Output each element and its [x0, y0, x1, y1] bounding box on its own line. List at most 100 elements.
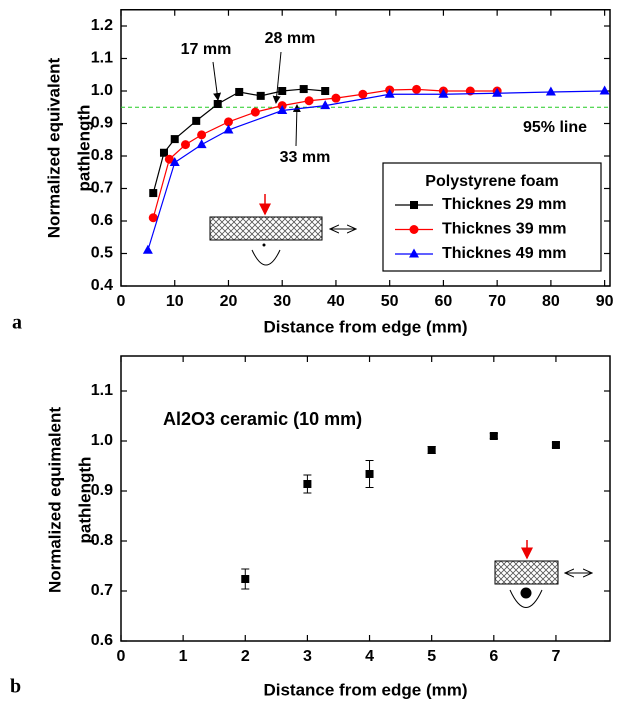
data-point — [438, 88, 449, 98]
x-tick-label: 10 — [166, 293, 184, 310]
data-point — [169, 157, 180, 166]
data-point — [321, 87, 330, 95]
x-tick-label: 70 — [488, 293, 506, 310]
y-axis-title: pathlength — [75, 457, 94, 544]
y-axis-title: Normalized equivalent — [44, 57, 63, 238]
data-point — [170, 135, 179, 144]
y-axis-title: Normalized equimalent — [45, 407, 64, 593]
x-axis-title: Distance from edge (mm) — [263, 317, 467, 336]
data-point — [250, 107, 260, 117]
x-tick-label: 80 — [542, 293, 560, 310]
data-point — [278, 87, 287, 95]
data-point — [223, 124, 234, 134]
data-point — [148, 213, 158, 223]
y-tick-label: 0.9 — [91, 115, 113, 132]
data-point — [159, 148, 168, 157]
x-tick-label: 5 — [427, 648, 436, 665]
data-point — [358, 89, 368, 99]
y-tick-label: 1.1 — [91, 382, 113, 399]
data-point — [427, 446, 436, 454]
annotation: 95% line — [523, 119, 587, 136]
annotation: 33 mm — [280, 149, 331, 166]
panel-label: a — [12, 312, 22, 334]
data-point — [599, 85, 610, 95]
plot-frame — [120, 9, 611, 287]
legend-marker — [409, 248, 419, 258]
data-point — [412, 84, 422, 94]
y-tick-label: 1.0 — [91, 82, 113, 99]
y-tick-label: 0.7 — [91, 180, 113, 197]
y-tick-label: 0.9 — [91, 482, 113, 499]
y-tick-label: 0.7 — [91, 582, 113, 599]
data-point — [241, 575, 250, 583]
data-point — [320, 100, 331, 110]
data-point — [365, 470, 374, 478]
y-tick-label: 0.5 — [91, 245, 113, 262]
data-point — [331, 93, 341, 103]
data-point — [235, 87, 244, 96]
legend-label: Thicknes 29 mm — [442, 196, 567, 213]
panel-label: b — [10, 676, 21, 698]
legend-title: Polystyrene foam — [425, 173, 558, 190]
annotation-arrow — [212, 61, 222, 101]
data-point — [492, 87, 503, 97]
x-tick-label: 6 — [489, 648, 498, 665]
annotation: 28 mm — [265, 30, 316, 47]
x-tick-label: 1 — [179, 648, 188, 665]
data-point — [304, 96, 314, 106]
x-tick-label: 4 — [365, 648, 374, 665]
x-tick-label: 0 — [117, 648, 126, 665]
data-point — [551, 441, 560, 449]
x-tick-label: 90 — [596, 293, 614, 310]
x-tick-label: 3 — [303, 648, 312, 665]
annotation: Al2O3 ceramic (10 mm) — [163, 409, 362, 429]
data-point — [164, 154, 174, 164]
legend-label: Thicknes 39 mm — [442, 221, 567, 238]
y-tick-label: 0.8 — [91, 532, 113, 549]
data-point — [197, 130, 207, 140]
data-point — [192, 116, 201, 125]
y-tick-label: 0.6 — [91, 632, 113, 649]
series-line — [152, 88, 326, 194]
y-tick-label: 0.4 — [91, 277, 113, 294]
x-tick-label: 60 — [435, 293, 453, 310]
y-tick-label: 0.6 — [91, 212, 113, 229]
x-axis-title: Distance from edge (mm) — [263, 680, 467, 699]
y-tick-label: 1.1 — [91, 50, 113, 67]
data-point — [489, 432, 498, 440]
plot-frame — [120, 355, 611, 642]
annotation: 17 mm — [181, 41, 232, 58]
data-point — [384, 88, 395, 98]
legend-box — [382, 162, 602, 272]
x-tick-label: 50 — [381, 293, 399, 310]
data-point — [149, 189, 158, 198]
data-point — [277, 105, 288, 114]
x-tick-label: 7 — [551, 648, 560, 665]
data-point — [196, 139, 207, 149]
y-tick-label: 0.8 — [91, 147, 113, 164]
data-point — [545, 86, 556, 96]
annotation-arrow — [272, 51, 282, 104]
data-point — [213, 100, 222, 108]
legend-marker — [409, 225, 419, 234]
sample-diagram-b — [494, 540, 592, 608]
data-point — [180, 140, 190, 150]
legend-marker — [410, 201, 418, 209]
sample-diagram-a — [209, 194, 356, 266]
x-tick-label: 20 — [220, 293, 238, 310]
data-point — [256, 91, 265, 100]
y-tick-label: 1.2 — [91, 17, 113, 34]
x-tick-label: 0 — [117, 293, 126, 310]
data-point — [303, 480, 312, 488]
data-point — [142, 244, 153, 254]
data-point — [299, 85, 308, 94]
y-tick-label: 1.0 — [91, 432, 113, 449]
data-point — [223, 117, 233, 127]
y-axis-title: pathlength — [74, 105, 93, 192]
x-tick-label: 2 — [241, 648, 250, 665]
x-tick-label: 40 — [327, 293, 345, 310]
x-tick-label: 30 — [273, 293, 291, 310]
legend-label: Thicknes 49 mm — [442, 245, 567, 262]
annotation-arrow — [292, 104, 301, 147]
